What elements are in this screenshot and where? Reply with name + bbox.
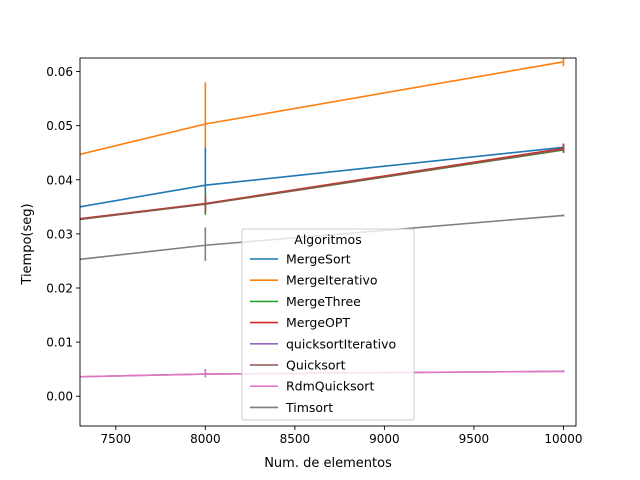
legend-entry-Quicksort: Quicksort — [250, 358, 346, 373]
y-tick-label: 0.00 — [46, 390, 73, 404]
axes-layer: 7500 8000 8500 9000 9500 10000 0.00 0.01 0.02 0.0… — [46, 57, 583, 446]
y-tick-label: 0.04 — [46, 173, 73, 187]
legend-entry-MergeThree: MergeThree — [250, 294, 361, 309]
axes-frame — [79, 57, 577, 427]
legend-label: MergeIterativo — [286, 273, 378, 288]
legend-label: Timsort — [285, 400, 333, 415]
legend-label: MergeThree — [286, 294, 361, 309]
legend-label: Quicksort — [286, 358, 346, 373]
x-tick-label: 9000 — [369, 432, 400, 446]
series-MergeIterativo — [80, 58, 565, 156]
legend-entry-quicksortIterativo: quicksortIterativo — [250, 336, 396, 351]
legend-entry-RdmQuicksort: RdmQuicksort — [250, 379, 374, 394]
legend-label: MergeOPT — [286, 315, 350, 330]
series-Quicksort — [80, 146, 565, 221]
y-axis-label: Tiempo(seg) — [20, 203, 35, 285]
x-tick-label: 9500 — [459, 432, 490, 446]
legend-entry-MergeSort: MergeSort — [250, 252, 351, 267]
plot-area — [80, 58, 565, 378]
series-RdmQuicksort — [80, 370, 565, 378]
y-tick-label: 0.01 — [46, 336, 73, 350]
y-tick-label: 0.05 — [46, 119, 73, 133]
x-tick-label: 8500 — [280, 432, 311, 446]
x-tick-label: 8000 — [190, 432, 221, 446]
legend-entry-MergeOPT: MergeOPT — [250, 315, 350, 330]
legend-title: Algoritmos — [294, 232, 361, 247]
y-tick-label: 0.06 — [46, 65, 73, 79]
y-tick-label: 0.03 — [46, 227, 73, 241]
x-tick-label: 7500 — [101, 432, 132, 446]
legend-box — [241, 228, 415, 421]
legend-label: RdmQuicksort — [286, 379, 374, 394]
legend: Algoritmos MergeSort MergeIterativo MergeTh… — [241, 228, 415, 421]
x-axis-label: Num. de elementos — [264, 456, 392, 471]
y-tick-label: 0.02 — [46, 282, 73, 296]
series-Timsort — [80, 214, 565, 261]
legend-label: quicksortIterativo — [286, 336, 396, 351]
legend-entry-MergeIterativo: MergeIterativo — [250, 273, 378, 288]
legend-label: MergeSort — [286, 252, 351, 267]
legend-entry-Timsort: Timsort — [250, 400, 333, 415]
x-tick-label: 10000 — [544, 432, 582, 446]
series-layer — [80, 58, 565, 378]
